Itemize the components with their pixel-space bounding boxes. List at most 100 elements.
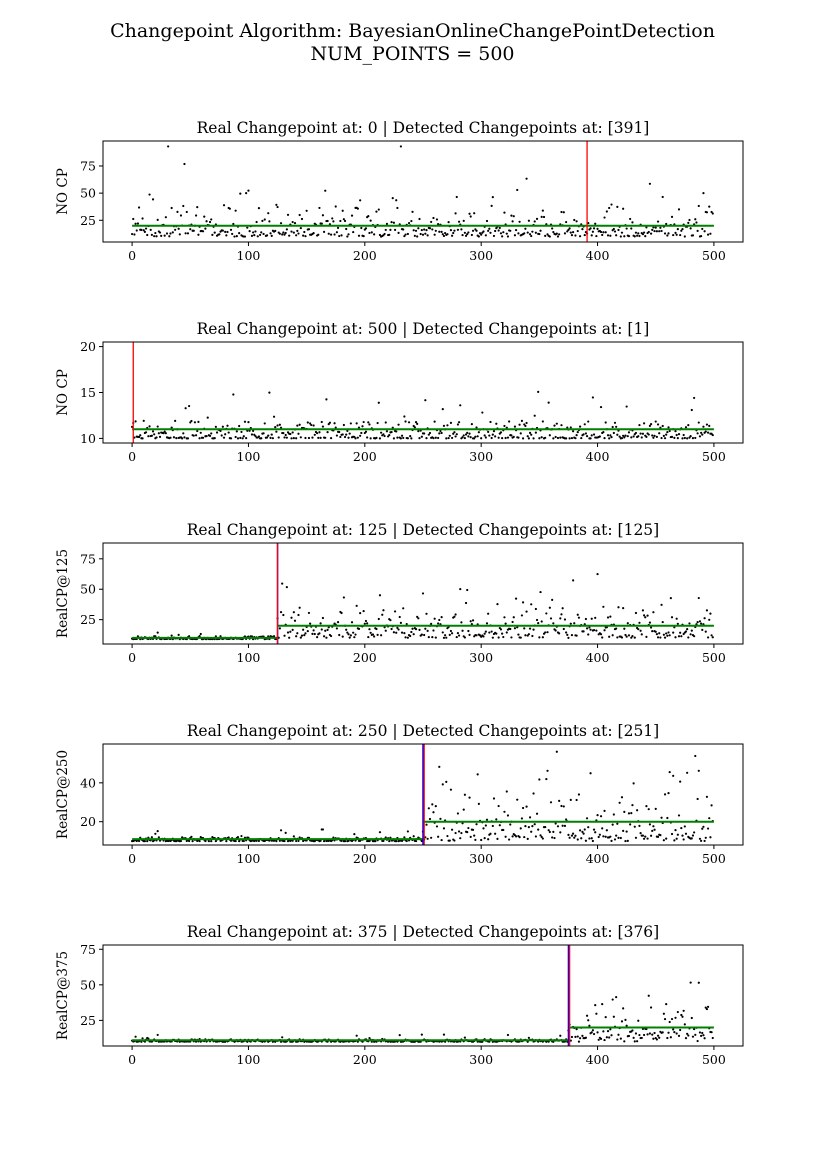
data-point bbox=[696, 621, 699, 624]
data-point bbox=[307, 611, 311, 615]
data-point bbox=[499, 232, 503, 235]
data-point bbox=[290, 616, 293, 619]
data-point bbox=[316, 432, 319, 435]
data-point bbox=[329, 233, 333, 236]
data-point bbox=[156, 425, 159, 428]
data-point bbox=[674, 1016, 677, 1019]
data-point bbox=[534, 835, 537, 838]
data-point bbox=[528, 816, 532, 819]
data-point bbox=[418, 628, 421, 631]
data-point bbox=[390, 430, 393, 434]
data-point bbox=[626, 622, 629, 625]
data-point bbox=[520, 419, 524, 422]
data-point bbox=[706, 636, 710, 639]
y-tick-label: 20 bbox=[80, 339, 96, 354]
data-point bbox=[658, 632, 661, 635]
data-point bbox=[535, 812, 539, 815]
data-point bbox=[426, 629, 429, 632]
data-point bbox=[188, 404, 191, 408]
data-point bbox=[663, 437, 667, 440]
x-tick-label: 0 bbox=[128, 1052, 136, 1067]
data-point bbox=[192, 229, 195, 232]
data-point bbox=[602, 231, 605, 234]
data-point bbox=[520, 614, 524, 617]
data-point bbox=[698, 435, 702, 438]
data-point bbox=[654, 226, 657, 229]
data-point bbox=[708, 618, 711, 621]
data-point bbox=[153, 235, 156, 238]
x-tick-label: 400 bbox=[586, 1052, 610, 1067]
data-point bbox=[555, 750, 558, 753]
data-point bbox=[329, 437, 333, 440]
data-point bbox=[354, 437, 357, 440]
data-point bbox=[572, 579, 575, 582]
data-point bbox=[705, 609, 709, 612]
data-point bbox=[667, 232, 670, 235]
data-point bbox=[683, 235, 686, 238]
data-point bbox=[620, 796, 624, 799]
data-point bbox=[299, 226, 302, 230]
data-point bbox=[380, 431, 383, 434]
data-point bbox=[191, 840, 194, 843]
data-point bbox=[455, 635, 458, 639]
data-point bbox=[592, 628, 596, 632]
data-point bbox=[418, 217, 421, 221]
data-point bbox=[622, 434, 625, 437]
data-point bbox=[407, 421, 411, 424]
data-point bbox=[619, 235, 622, 238]
data-point bbox=[210, 218, 213, 221]
data-point bbox=[608, 635, 611, 638]
data-point bbox=[345, 628, 348, 631]
data-point bbox=[510, 214, 513, 217]
data-point bbox=[677, 814, 681, 817]
data-point bbox=[299, 436, 302, 439]
data-point bbox=[569, 798, 572, 801]
data-point bbox=[652, 825, 655, 828]
data-point bbox=[282, 231, 285, 234]
data-point bbox=[555, 422, 558, 425]
data-point bbox=[605, 210, 608, 213]
data-point bbox=[440, 616, 443, 619]
data-point bbox=[656, 423, 660, 426]
data-point bbox=[663, 1017, 667, 1021]
data-point bbox=[395, 430, 398, 433]
data-point bbox=[565, 631, 568, 634]
data-point bbox=[546, 769, 549, 772]
data-point bbox=[236, 836, 240, 839]
data-point bbox=[634, 836, 638, 839]
data-point bbox=[677, 208, 681, 211]
data-point bbox=[302, 234, 305, 237]
data-point bbox=[642, 231, 646, 234]
data-point bbox=[317, 233, 320, 236]
data-point bbox=[602, 1030, 605, 1033]
data-point bbox=[410, 630, 413, 634]
data-point bbox=[696, 229, 699, 232]
data-point bbox=[711, 212, 714, 215]
data-point bbox=[292, 611, 295, 614]
subplot-3: Real Changepoint at: 125 | Detected Chan… bbox=[55, 521, 744, 665]
data-point bbox=[240, 834, 243, 838]
y-axis-label: RealCP@250 bbox=[55, 750, 71, 839]
data-point bbox=[466, 588, 469, 592]
data-point bbox=[608, 1036, 611, 1039]
data-point bbox=[595, 629, 598, 632]
data-point bbox=[489, 832, 492, 835]
data-point bbox=[376, 633, 379, 636]
x-tick-label: 0 bbox=[128, 650, 136, 665]
data-point bbox=[271, 437, 274, 440]
data-point bbox=[710, 210, 713, 214]
data-point bbox=[517, 436, 520, 439]
data-point bbox=[613, 421, 617, 424]
data-point bbox=[669, 1036, 672, 1039]
data-point bbox=[693, 396, 696, 400]
data-point bbox=[630, 227, 633, 230]
data-point bbox=[366, 622, 369, 625]
data-point bbox=[327, 232, 330, 235]
data-point bbox=[247, 421, 250, 424]
data-point bbox=[178, 233, 181, 236]
data-point bbox=[406, 232, 409, 236]
data-point bbox=[438, 230, 441, 233]
data-point bbox=[644, 235, 647, 238]
data-point bbox=[613, 230, 617, 233]
data-point bbox=[559, 1034, 562, 1037]
